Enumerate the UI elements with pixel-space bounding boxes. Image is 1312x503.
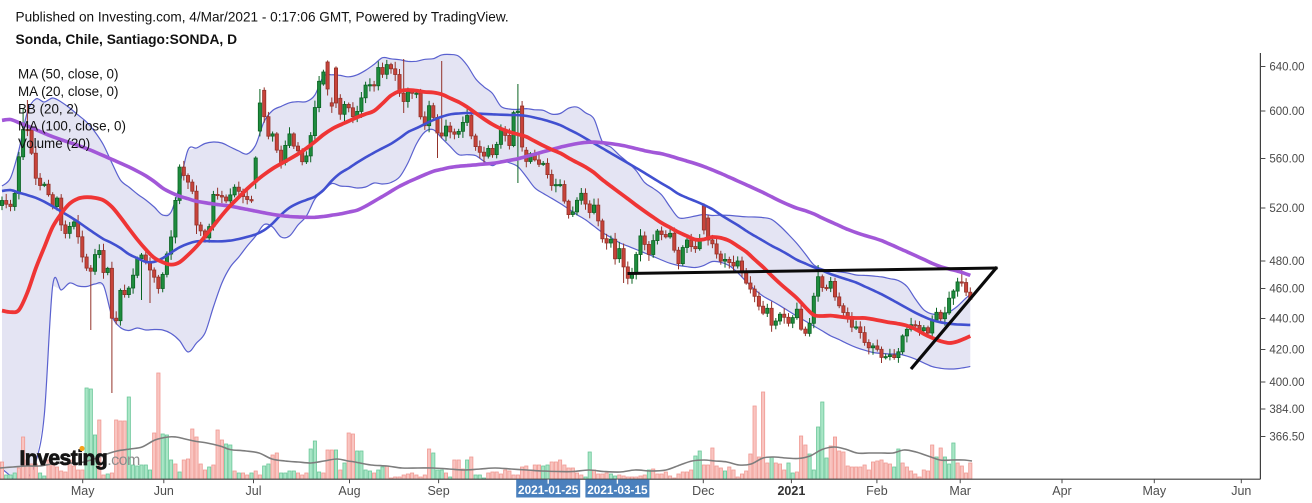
svg-text:Dec: Dec [692, 484, 714, 498]
svg-text:Sonda, Chile, Santiago:SONDA,: Sonda, Chile, Santiago:SONDA, D [16, 32, 238, 47]
svg-text:MA (100, close, 0): MA (100, close, 0) [18, 119, 126, 134]
svg-text:Aug: Aug [338, 484, 360, 498]
svg-text:460.00: 460.00 [1269, 284, 1304, 296]
svg-text:366.50: 366.50 [1269, 432, 1304, 444]
svg-text:Jul: Jul [246, 484, 262, 498]
svg-text:Mar: Mar [949, 484, 971, 498]
svg-text:600.00: 600.00 [1269, 106, 1304, 118]
svg-text:400.00: 400.00 [1269, 377, 1304, 389]
svg-text:2021: 2021 [777, 484, 805, 498]
svg-text:520.00: 520.00 [1269, 203, 1304, 215]
svg-text:440.00: 440.00 [1269, 314, 1304, 326]
svg-text:Apr: Apr [1052, 484, 1071, 498]
svg-text:MA (20, close, 0): MA (20, close, 0) [18, 84, 118, 99]
svg-text:BB (20, 2): BB (20, 2) [18, 101, 78, 116]
svg-text:2021-03-15: 2021-03-15 [587, 483, 648, 497]
svg-text:Jun: Jun [1231, 484, 1251, 498]
svg-text:Volume (20): Volume (20) [18, 136, 90, 151]
svg-text:640.00: 640.00 [1269, 62, 1304, 74]
svg-text:May: May [1142, 484, 1166, 498]
svg-text:Published on Investing.com, 4/: Published on Investing.com, 4/Mar/2021 -… [16, 10, 509, 25]
svg-text:480.00: 480.00 [1269, 256, 1304, 268]
svg-text:2021-01-25: 2021-01-25 [518, 483, 579, 497]
svg-text:384.00: 384.00 [1269, 404, 1304, 416]
svg-text:Sep: Sep [427, 484, 449, 498]
svg-text:May: May [71, 484, 95, 498]
svg-text:Feb: Feb [866, 484, 888, 498]
svg-text:MA (50, close, 0): MA (50, close, 0) [18, 67, 118, 82]
svg-text:Investing.com: Investing.com [20, 447, 141, 470]
svg-text:420.00: 420.00 [1269, 345, 1304, 357]
svg-text:560.00: 560.00 [1269, 154, 1304, 166]
svg-text:Jun: Jun [154, 484, 174, 498]
